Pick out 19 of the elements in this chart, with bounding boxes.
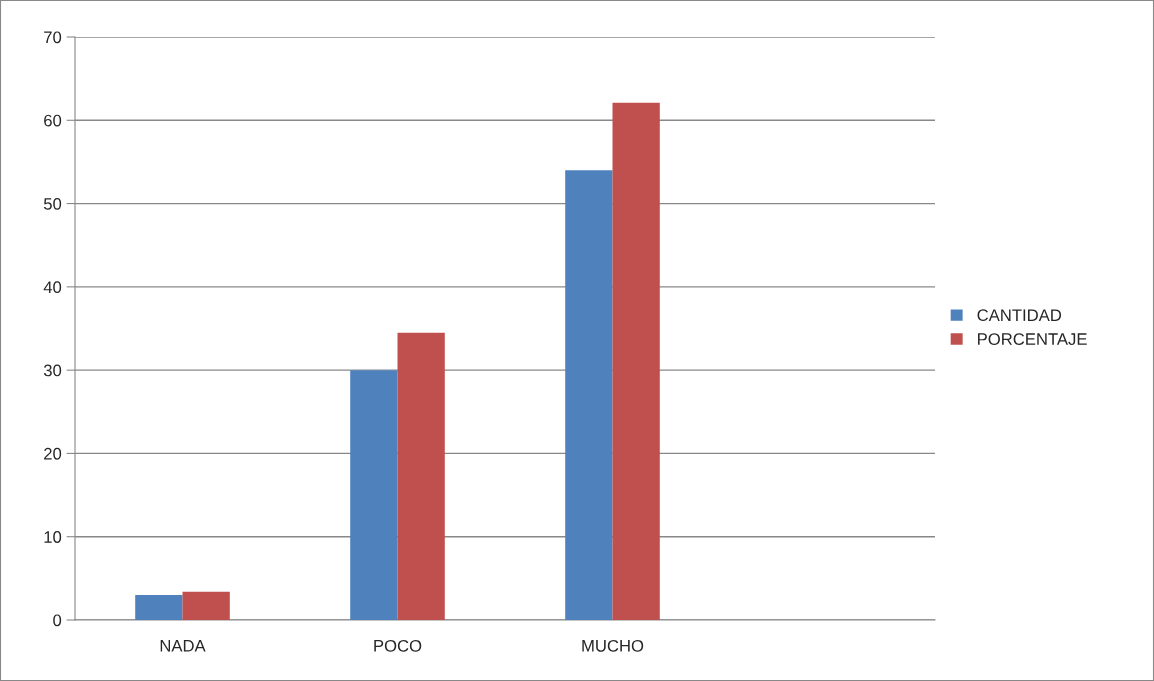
bar <box>350 370 398 620</box>
x-tick-label: POCO <box>374 639 422 652</box>
y-tick-label: 30 <box>43 364 62 377</box>
y-tick-label: 60 <box>44 114 62 127</box>
y-tick-label: 0 <box>53 614 62 627</box>
y-tick-label: 40 <box>43 281 62 294</box>
y-tick-label: 50 <box>43 197 62 210</box>
legend-label: PORCENTAJE <box>978 333 1087 345</box>
bar <box>135 595 183 620</box>
bar <box>397 332 445 620</box>
bar <box>612 102 660 620</box>
y-tick-label: 70 <box>44 31 62 44</box>
legend-label: CANTIDAD <box>977 309 1062 322</box>
bar <box>182 591 230 620</box>
x-tick-label: MUCHO <box>582 639 644 652</box>
x-tick-label: NADA <box>160 640 206 652</box>
y-tick-label: 10 <box>44 531 62 543</box>
y-tick-label: 20 <box>44 447 62 460</box>
bar <box>565 170 613 620</box>
